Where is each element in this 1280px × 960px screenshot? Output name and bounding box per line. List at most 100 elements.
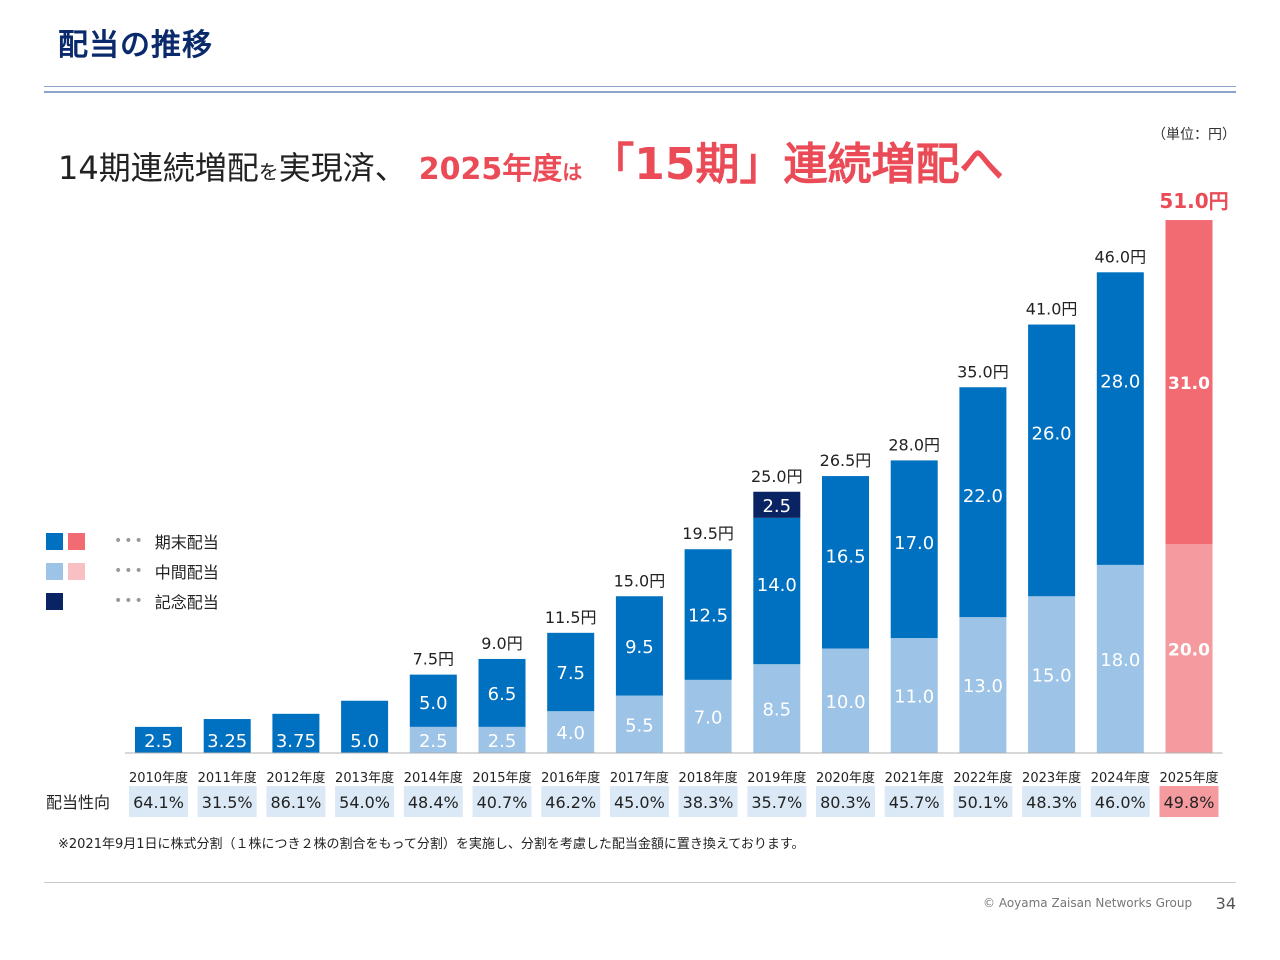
unit-label: （単位：円） <box>1152 127 1236 143</box>
x-tick-label: 2010年度 <box>129 770 188 786</box>
payout-ratio-value: 31.5% <box>202 793 253 812</box>
payout-ratio-value: 48.4% <box>408 793 459 812</box>
payout-cell <box>953 786 1013 817</box>
payout-cell <box>1090 786 1150 817</box>
bar-value-label: 6.5 <box>488 684 517 705</box>
bar-total-label: 35.0円 <box>957 362 1009 381</box>
bar-segment-interim <box>615 695 663 753</box>
bar-value-label: 2.5 <box>419 731 448 752</box>
payout-ratio-value: 50.1% <box>957 793 1008 812</box>
bar-value-label: 8.5 <box>762 700 791 721</box>
payout-cell <box>403 786 463 817</box>
bar-segment-year-end <box>1165 220 1213 545</box>
payout-ratio-value: 80.3% <box>820 793 871 812</box>
payout-ratio-value: 46.0% <box>1095 793 1146 812</box>
bar-segment-year-end <box>890 460 938 639</box>
x-tick-label: 2017年度 <box>610 770 669 786</box>
bar-total-label: 26.5円 <box>820 451 872 470</box>
legend-swatch <box>46 562 63 580</box>
bar-value-label: 2.5 <box>762 496 791 517</box>
bar-value-label: 26.0 <box>1032 424 1072 445</box>
bar-value-label: 15.0 <box>1032 666 1072 687</box>
bar-segment-year-end <box>684 549 732 680</box>
payout-ratio-value: 45.7% <box>889 793 940 812</box>
footnote: ※2021年9月1日に株式分割（１株につき２株の割合をもって分割）を実施し、分割… <box>58 837 805 852</box>
bar-value-label: 3.25 <box>207 731 247 752</box>
title-divider-thick <box>44 91 1236 93</box>
bar-value-label: 7.0 <box>694 707 723 728</box>
x-tick-label: 2013年度 <box>335 770 394 786</box>
bar-value-label: 16.5 <box>825 546 865 567</box>
payout-cell <box>266 786 326 817</box>
payout-cell <box>609 786 669 817</box>
bar-value-label: 2.5 <box>488 731 517 752</box>
x-tick-label: 2025年度 <box>1159 770 1218 786</box>
bar-value-label: 13.0 <box>963 676 1003 697</box>
legend-dots: ••• <box>114 593 145 609</box>
legend-label: 期末配当 <box>154 533 219 552</box>
legend-dots: ••• <box>114 533 145 549</box>
payout-cell <box>816 786 875 817</box>
x-tick-label: 2024年度 <box>1091 770 1150 786</box>
legend-item-commemorative: ••• 記念配当 <box>46 586 219 616</box>
bar-segment-year-end <box>1028 324 1076 597</box>
bar-total-label: 9.0円 <box>481 634 522 653</box>
bar-segment-year-end <box>753 517 801 665</box>
legend-swatch <box>68 562 85 580</box>
bar-segment-year-end <box>822 476 869 649</box>
payout-ratio-value: 45.0% <box>614 793 665 812</box>
payout-ratio-value: 38.3% <box>683 793 734 812</box>
bar-total-label: 19.5円 <box>682 524 734 543</box>
bar-total-label: 41.0円 <box>1026 300 1078 319</box>
bar-value-label: 7.5 <box>556 663 585 684</box>
page-number: 34 <box>1215 894 1236 913</box>
bar-total-label: 25.0円 <box>751 467 803 486</box>
headline-highlight: 2025年度 <box>418 152 563 187</box>
payout-cell <box>1159 786 1219 817</box>
payout-ratio-value: 48.3% <box>1026 793 1077 812</box>
payout-ratio-value: 46.2% <box>545 793 596 812</box>
legend-item-interim: ••• 中間配当 <box>46 556 219 586</box>
legend-swatch <box>46 532 63 550</box>
bar-value-label: 12.5 <box>688 606 728 627</box>
bar-segment-interim <box>890 638 938 753</box>
payout-cell <box>1022 786 1082 817</box>
bar-segment-interim <box>478 726 526 753</box>
bar-value-label: 5.0 <box>419 693 448 714</box>
x-tick-label: 2021年度 <box>885 770 944 786</box>
bar-segment-year-end <box>615 596 663 696</box>
bar-value-label: 14.0 <box>757 575 797 596</box>
bar-segment-year-end <box>272 713 320 753</box>
headline-highlight: は <box>562 160 583 184</box>
headline-part: 14期連続増配 <box>58 149 259 187</box>
headline-part: を <box>258 160 279 184</box>
payout-ratio-value: 35.7% <box>751 793 802 812</box>
bar-value-label: 20.0 <box>1168 641 1210 661</box>
legend-swatch <box>46 592 63 610</box>
payout-cell <box>747 786 807 817</box>
bar-segment-year-end <box>203 719 251 753</box>
bar-total-label: 46.0円 <box>1094 247 1146 266</box>
headline: 14期連続増配 を 実現済、 2025年度 は 「15期」連続増配へ <box>58 128 1003 198</box>
legend-label: 記念配当 <box>154 593 219 612</box>
bar-value-label: 2.5 <box>144 731 173 752</box>
bar-value-label: 28.0 <box>1100 371 1140 392</box>
x-tick-label: 2023年度 <box>1022 770 1081 786</box>
bar-total-label: 7.5円 <box>413 650 454 669</box>
payout-cell <box>678 786 738 817</box>
bar-value-label: 5.5 <box>625 715 654 736</box>
legend-dots: ••• <box>114 563 145 579</box>
bar-segment-interim <box>959 617 1007 753</box>
x-tick-label: 2011年度 <box>198 770 257 786</box>
page-title: 配当の推移 <box>58 28 213 63</box>
payout-row-label: 配当性向 <box>46 793 110 812</box>
legend: ••• 期末配当 ••• 中間配当 ••• 記念配当 <box>46 526 219 616</box>
bar-total-label: 15.0円 <box>614 571 666 590</box>
bar-segment-year-end <box>135 726 182 753</box>
x-tick-label: 2022年度 <box>953 770 1012 786</box>
x-tick-label: 2014年度 <box>404 770 463 786</box>
bar-value-label: 10.0 <box>825 692 865 713</box>
payout-cell <box>541 786 601 817</box>
bar-total-label: 51.0円 <box>1159 189 1228 213</box>
